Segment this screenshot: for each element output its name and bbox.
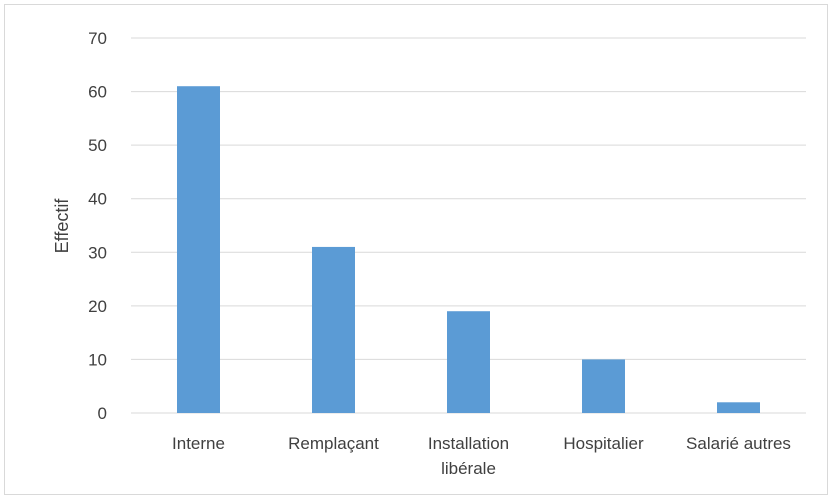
bar-1 <box>177 86 220 413</box>
bar-3 <box>447 311 490 413</box>
y-tick-label: 0 <box>98 404 107 423</box>
y-tick-label: 30 <box>88 243 107 262</box>
bar-5 <box>717 402 760 413</box>
y-axis-tick-labels: 0 10 20 30 40 50 60 70 <box>88 29 107 423</box>
x-category-label: Remplaçant <box>288 434 379 453</box>
x-axis-category-labels: Interne Remplaçant Installation libérale Hos… <box>172 434 791 478</box>
bar-4 <box>582 359 625 413</box>
x-category-label: Salarié autres <box>686 434 791 453</box>
y-tick-label: 50 <box>88 136 107 155</box>
x-category-label: Installation <box>428 434 509 453</box>
y-axis-title: Effectif <box>52 198 72 254</box>
x-category-label: Interne <box>172 434 225 453</box>
y-tick-label: 40 <box>88 190 107 209</box>
x-category-label: Hospitalier <box>563 434 644 453</box>
y-tick-label: 20 <box>88 297 107 316</box>
bars <box>177 86 760 413</box>
y-tick-label: 10 <box>88 350 107 369</box>
bar-2 <box>312 246 355 413</box>
x-category-label: libérale <box>441 459 496 478</box>
y-tick-label: 60 <box>88 83 107 102</box>
gridlines <box>131 37 806 414</box>
y-tick-label: 70 <box>88 29 107 48</box>
